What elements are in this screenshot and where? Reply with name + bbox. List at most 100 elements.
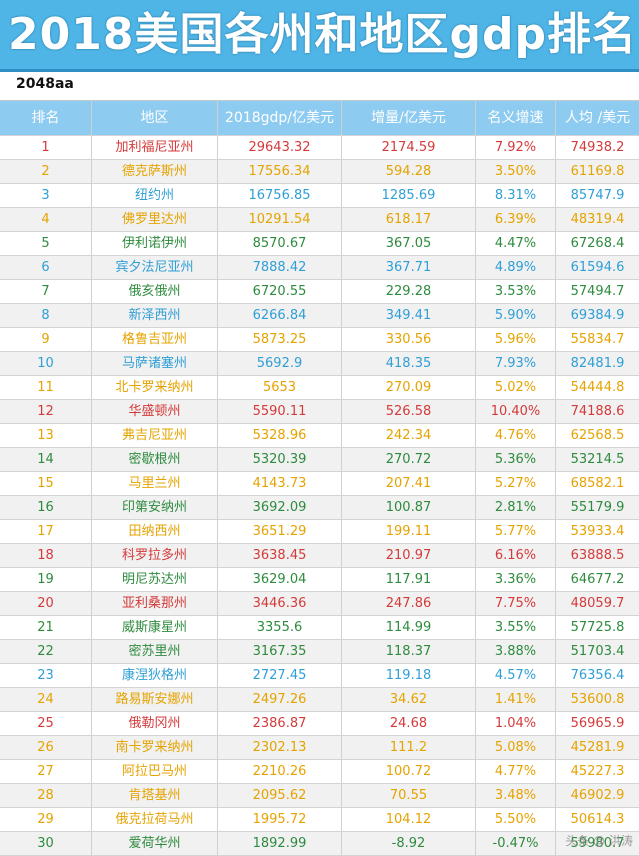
table-row: 11 北卡罗来纳州 5653 270.09 5.02% 54444.8 (0, 376, 639, 400)
cell-per-capita: 56965.9 (570, 716, 625, 731)
header-increase: 增量/亿美元 (342, 101, 476, 135)
cell-rank: 16 (0, 496, 92, 519)
cell-rank: 18 (0, 544, 92, 567)
cell-gdp: 4143.73 (218, 472, 342, 495)
cell-increase: 24.68 (342, 712, 476, 735)
cell-per-capita: 48319.4 (570, 212, 625, 227)
cell-increase: 111.2 (342, 736, 476, 759)
cell-increase: 104.12 (342, 808, 476, 831)
cell-growth: 5.36% (476, 448, 556, 471)
cell-gdp: 3638.45 (218, 544, 342, 567)
cell-rank: 1 (0, 136, 92, 159)
table-row: 4 佛罗里达州 10291.54 618.17 6.39% 48319.4 (0, 208, 639, 232)
cell-gdp: 16756.85 (218, 184, 342, 207)
subtitle: 2048aa (16, 76, 74, 92)
cell-rank: 25 (0, 712, 92, 735)
table-row: 10 马萨诸塞州 5692.9 418.35 7.93% 82481.9 (0, 352, 639, 376)
cell-per-capita: 55834.7 (570, 332, 625, 347)
cell-per-capita: 63888.5 (570, 548, 625, 563)
cell-rank: 3 (0, 184, 92, 207)
cell-region: 路易斯安娜州 (92, 688, 218, 711)
table-row: 30 爱荷华州 1892.99 -8.92 -0.47% 59980.7 (0, 832, 639, 856)
cell-gdp: 3629.04 (218, 568, 342, 591)
cell-increase: 330.56 (342, 328, 476, 351)
table-row: 23 康涅狄格州 2727.45 119.18 4.57% 76356.4 (0, 664, 639, 688)
cell-per-capita: 59980.7 (570, 836, 625, 851)
cell-region: 南卡罗来纳州 (92, 736, 218, 759)
cell-gdp: 2210.26 (218, 760, 342, 783)
cell-gdp: 17556.34 (218, 160, 342, 183)
cell-rank: 21 (0, 616, 92, 639)
table-row: 25 俄勒冈州 2386.87 24.68 1.04% 56965.9 (0, 712, 639, 736)
cell-rank: 27 (0, 760, 92, 783)
cell-region: 俄亥俄州 (92, 280, 218, 303)
table-row: 28 肯塔基州 2095.62 70.55 3.48% 46902.9 (0, 784, 639, 808)
cell-rank: 5 (0, 232, 92, 255)
cell-region: 亚利桑那州 (92, 592, 218, 615)
cell-growth: 10.40% (476, 400, 556, 423)
cell-increase: 594.28 (342, 160, 476, 183)
cell-growth: 5.08% (476, 736, 556, 759)
table-header-row: 排名 地区 2018gdp/亿美元 增量/亿美元 名义增速 人均 /美元 (0, 101, 639, 136)
cell-increase: 618.17 (342, 208, 476, 231)
cell-rank: 24 (0, 688, 92, 711)
table-row: 3 纽约州 16756.85 1285.69 8.31% 85747.9 (0, 184, 639, 208)
cell-rank: 13 (0, 424, 92, 447)
cell-region: 新泽西州 (92, 304, 218, 327)
cell-gdp: 5692.9 (218, 352, 342, 375)
cell-growth: 3.55% (476, 616, 556, 639)
cell-region: 弗吉尼亚州 (92, 424, 218, 447)
cell-growth: 4.57% (476, 664, 556, 687)
cell-region: 印第安纳州 (92, 496, 218, 519)
cell-growth: 5.96% (476, 328, 556, 351)
table-row: 16 印第安纳州 3692.09 100.87 2.81% 55179.9 (0, 496, 639, 520)
table-row: 12 华盛顿州 5590.11 526.58 10.40% 74188.6 (0, 400, 639, 424)
cell-per-capita: 53933.4 (570, 524, 625, 539)
cell-growth: 6.16% (476, 544, 556, 567)
header-region: 地区 (92, 101, 218, 135)
cell-increase: 270.09 (342, 376, 476, 399)
cell-growth: 5.77% (476, 520, 556, 543)
cell-rank: 29 (0, 808, 92, 831)
cell-rank: 6 (0, 256, 92, 279)
cell-region: 俄克拉荷马州 (92, 808, 218, 831)
cell-region: 格鲁吉亚州 (92, 328, 218, 351)
header-gdp: 2018gdp/亿美元 (218, 101, 342, 135)
cell-per-capita: 61169.8 (570, 164, 625, 179)
cell-per-capita: 76356.4 (570, 668, 625, 683)
cell-per-capita: 62568.5 (570, 428, 625, 443)
cell-increase: 100.87 (342, 496, 476, 519)
cell-increase: 114.99 (342, 616, 476, 639)
cell-gdp: 5653 (218, 376, 342, 399)
table-row: 24 路易斯安娜州 2497.26 34.62 1.41% 53600.8 (0, 688, 639, 712)
cell-per-capita: 57494.7 (570, 284, 625, 299)
table-row: 27 阿拉巴马州 2210.26 100.72 4.77% 45227.3 (0, 760, 639, 784)
cell-per-capita: 69384.9 (570, 308, 625, 323)
cell-rank: 11 (0, 376, 92, 399)
cell-per-capita: 85747.9 (570, 188, 625, 203)
cell-rank: 22 (0, 640, 92, 663)
table-row: 21 威斯康星州 3355.6 114.99 3.55% 57725.8 (0, 616, 639, 640)
cell-rank: 17 (0, 520, 92, 543)
cell-increase: 367.05 (342, 232, 476, 255)
cell-growth: 3.36% (476, 568, 556, 591)
cell-increase: 119.18 (342, 664, 476, 687)
cell-region: 北卡罗来纳州 (92, 376, 218, 399)
table-row: 19 明尼苏达州 3629.04 117.91 3.36% 64677.2 (0, 568, 639, 592)
cell-increase: 34.62 (342, 688, 476, 711)
table-row: 14 密歇根州 5320.39 270.72 5.36% 53214.5 (0, 448, 639, 472)
cell-growth: 4.76% (476, 424, 556, 447)
cell-increase: 1285.69 (342, 184, 476, 207)
cell-increase: 207.41 (342, 472, 476, 495)
header-rank: 排名 (0, 101, 92, 135)
cell-increase: 242.34 (342, 424, 476, 447)
table-row: 5 伊利诺伊州 8570.67 367.05 4.47% 67268.4 (0, 232, 639, 256)
table-row: 13 弗吉尼亚州 5328.96 242.34 4.76% 62568.5 (0, 424, 639, 448)
cell-rank: 12 (0, 400, 92, 423)
table-row: 9 格鲁吉亚州 5873.25 330.56 5.96% 55834.7 (0, 328, 639, 352)
cell-growth: -0.47% (476, 832, 556, 855)
cell-gdp: 3167.35 (218, 640, 342, 663)
cell-growth: 2.81% (476, 496, 556, 519)
cell-growth: 6.39% (476, 208, 556, 231)
cell-per-capita: 82481.9 (570, 356, 625, 371)
